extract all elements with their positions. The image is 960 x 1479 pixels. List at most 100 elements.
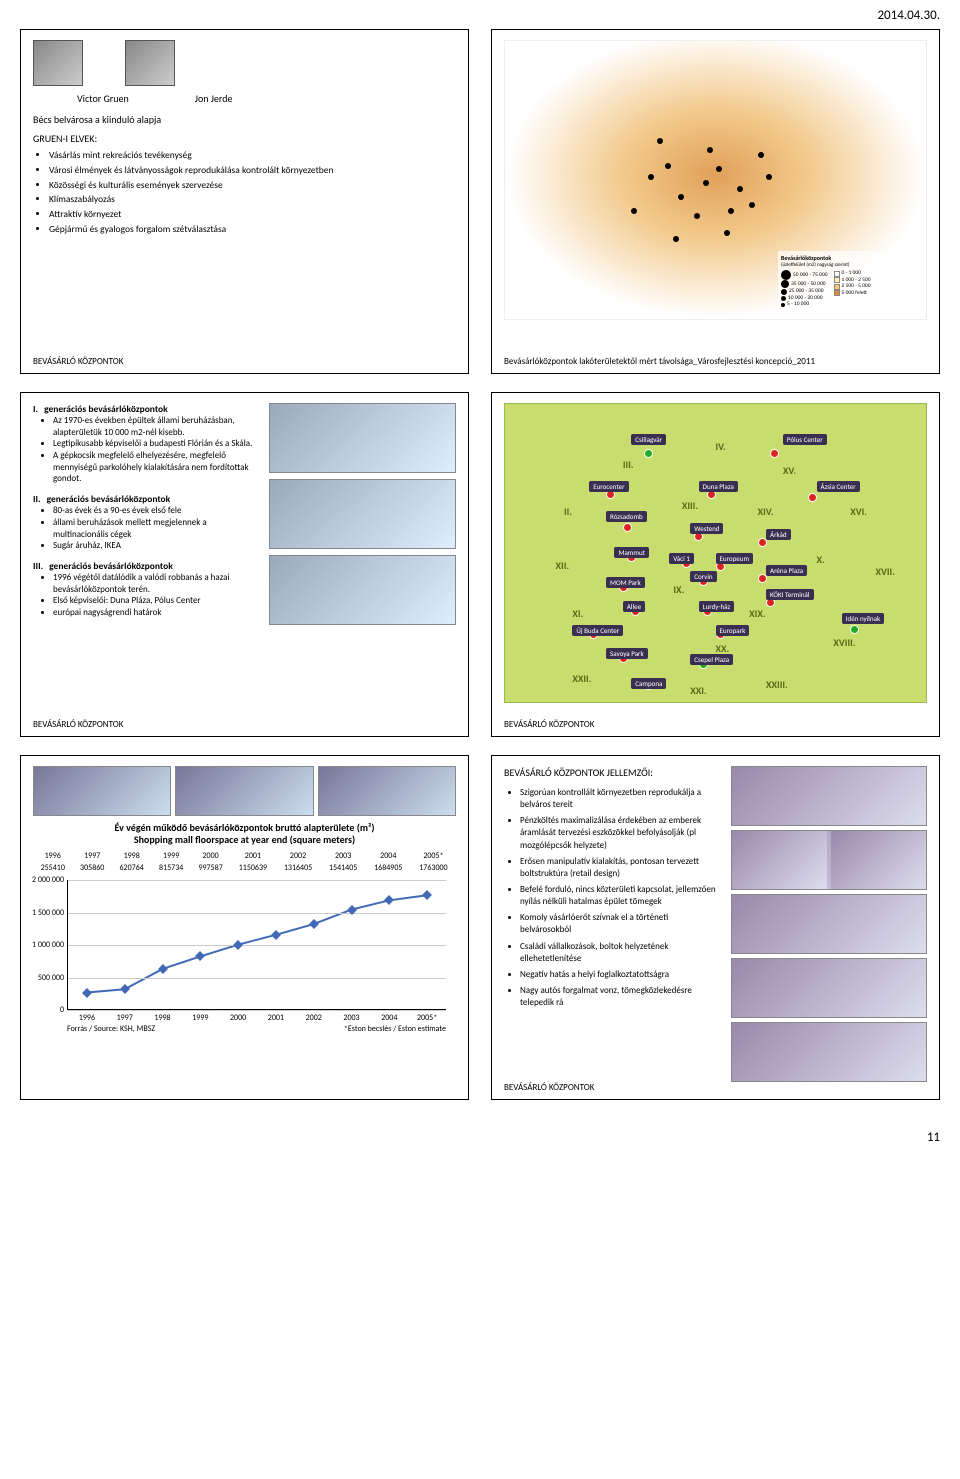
mall-image-2 (731, 894, 927, 954)
year-value: 255410 (33, 862, 72, 874)
s1-bullet: Gépjármű és gyalogos forgalom szétválasz… (49, 223, 456, 236)
year-header: 1997 (72, 850, 111, 862)
slide-6: BEVÁSÁRLÓ KÖZPONTOK JELLEMZŐI: Szigorúan… (491, 755, 940, 1100)
legend-sub: (üzletfelület (m2) nagyság szerint) (781, 262, 915, 268)
mall-dot (623, 523, 632, 532)
mall-image-3 (731, 958, 927, 1018)
mall-image-4 (731, 1022, 927, 1082)
s6-bullet: Szigorúan kontrollált környezetben repro… (520, 787, 721, 811)
map-dot (703, 180, 709, 186)
year-header: 2001 (230, 850, 275, 862)
year-header: 2000 (191, 850, 230, 862)
chart-data-table: 1996199719981999200020012002200320042005… (33, 850, 456, 874)
year-value: 620764 (112, 862, 151, 874)
s6-text: BEVÁSÁRLÓ KÖZPONTOK JELLEMZŐI: Szigorúan… (504, 766, 721, 1082)
mall-label: Europeum (716, 553, 754, 564)
legend-color-row: 2 500 - 5 000 (834, 283, 871, 290)
map-dot (737, 186, 743, 192)
district-numeral: XVIII. (833, 636, 855, 649)
mall-image-1 (731, 766, 927, 826)
s1-bullet: Vásárlás mint rekreációs tevékenység (49, 149, 456, 162)
name-gruen: Victor Gruen (77, 92, 129, 105)
s5-photos (33, 766, 456, 816)
s6-heading: BEVÁSÁRLÓ KÖZPONTOK JELLEMZŐI: (504, 766, 721, 779)
district-numeral: XVII. (875, 565, 894, 578)
generation-item: európai nagyságrendi határok (53, 607, 261, 619)
map-dot (766, 174, 772, 180)
legend-size-row: 10 000 - 20 000 (781, 295, 828, 302)
chart-photo-3 (318, 766, 456, 816)
mall-photo-3 (269, 555, 456, 625)
generation-list: 80-as évek és a 90-es évek első feleálla… (33, 505, 261, 552)
generation-item: A gépkocsik megfelelő elhelyezésére, meg… (53, 450, 261, 485)
year-header: 1999 (151, 850, 190, 862)
mall-label: Rózsadomb (606, 511, 647, 522)
district-numeral: X. (817, 553, 825, 566)
generation-item: Első képviselői: Duna Pláza, Pólus Cente… (53, 595, 261, 607)
slides-grid: Victor Gruen Jon Jerde Bécs belvárosa a … (0, 29, 960, 1120)
slide-1: Victor Gruen Jon Jerde Bécs belvárosa a … (20, 29, 469, 374)
map-dot (749, 202, 755, 208)
page-number: 11 (0, 1120, 960, 1155)
mall-image-row (731, 830, 927, 890)
map-dot (665, 163, 671, 169)
mall-label: Csillagvár (631, 434, 666, 445)
city-density-map: Bevásárlóközpontok (üzletfelület (m2) na… (504, 40, 927, 320)
district-numeral: XXI. (690, 684, 706, 697)
s6-bullet: Pénzköltés maximalizálása érdekében az e… (520, 815, 721, 851)
generation-list: 1996 végétől datálódik a valódi robbanás… (33, 572, 261, 619)
slide-3: I.generációs bevásárlóközpontokAz 1970-e… (20, 392, 469, 737)
s1-bullet: Közösségi és kulturális események szerve… (49, 179, 456, 192)
generation-title: I.generációs bevásárlóközpontok (33, 403, 261, 415)
generation-item: állami beruházások mellett megjelennek a… (53, 517, 261, 540)
s1-bullet: Attraktív környezet (49, 208, 456, 221)
mall-label: Új Buda Center (572, 625, 623, 636)
s6-footer: BEVÁSÁRLÓ KÖZPONTOK (504, 1082, 927, 1093)
s1-principles-title: GRUEN-I ELVEK: (33, 132, 456, 145)
district-numeral: XII. (556, 559, 570, 572)
district-numeral: XXIII. (766, 678, 788, 691)
chart-photo-1 (33, 766, 171, 816)
year-value: 1541405 (321, 862, 366, 874)
map-dot (707, 147, 713, 153)
mall-label: Eurocenter (589, 481, 628, 492)
chart-x-label: 2005* (417, 1013, 437, 1023)
year-header: 2003 (321, 850, 366, 862)
district-numeral: XV. (783, 464, 796, 477)
name-jerde: Jon Jerde (195, 92, 233, 105)
mall-dot (758, 538, 767, 547)
year-value: 1763000 (411, 862, 456, 874)
mall-label: Europark (716, 625, 750, 636)
map-dot (678, 194, 684, 200)
legend-color-row: 1 000 - 2 500 (834, 277, 871, 284)
map-dot (631, 208, 637, 214)
mall-label: Pólus Center (783, 434, 827, 445)
year-header: 1998 (112, 850, 151, 862)
generation-list: Az 1970-es években épültek állami beruhá… (33, 415, 261, 485)
year-header: 1996 (33, 850, 72, 862)
mall-label: Váci 1 (669, 553, 694, 564)
chart-x-label: 1998 (154, 1013, 170, 1023)
s6-bullet: Komoly vásárlóerőt szívnak el a történet… (520, 912, 721, 936)
mall-dot (758, 574, 767, 583)
legend-color-row: 5 000 felett (834, 290, 871, 297)
s3-footer: BEVÁSÁRLÓ KÖZPONTOK (33, 719, 456, 730)
mall-label: Savoya Park (606, 648, 648, 659)
chart-x-label: 1996 (79, 1013, 95, 1023)
district-numeral: IV. (716, 440, 726, 453)
mall-photo-1 (269, 403, 456, 473)
chart-gridline (68, 913, 446, 914)
generation-item: Az 1970-es években épültek állami beruhá… (53, 415, 261, 438)
chart-x-label: 2004 (381, 1013, 397, 1023)
map-dot (694, 213, 700, 219)
s6-bullet: Befelé forduló, nincs közterületi kapcso… (520, 884, 721, 908)
mall-label: Corvin (690, 571, 716, 582)
year-header: 2005* (411, 850, 456, 862)
generation-item: Sugár áruház, IKEA (53, 540, 261, 552)
district-numeral: XIV. (758, 505, 774, 518)
mall-label: Aréna Plaza (766, 565, 807, 576)
map-dot (758, 152, 764, 158)
chart-gridline (68, 880, 446, 881)
legend-color-row: 0 - 1 000 (834, 270, 871, 277)
s6-bullet: Nagy autós forgalmat vonz, tömegközleked… (520, 985, 721, 1009)
